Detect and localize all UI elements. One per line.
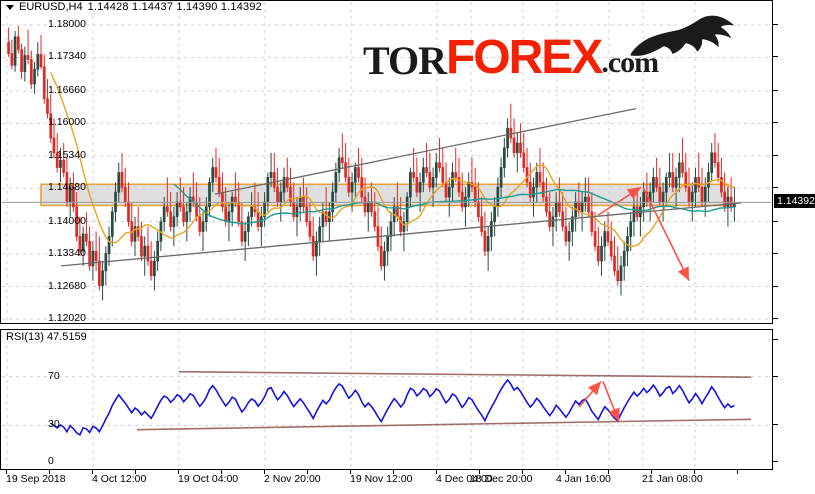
y-axis-tick [773, 424, 778, 426]
x-axis-tick [49, 470, 50, 474]
x-axis-label: 19 Nov 12:00 [350, 473, 413, 485]
y-axis-tick [773, 122, 778, 124]
y-axis-tick [773, 461, 778, 462]
rsi-label: RSI(13) 47.5159 [4, 331, 89, 343]
x-axis-tick [350, 470, 351, 474]
x-axis-tick [608, 470, 609, 474]
y-axis-label: 1.14680 [48, 181, 86, 194]
y-axis-tick [773, 154, 778, 156]
y-axis-tick [773, 339, 778, 340]
y-axis-label: 0 [48, 455, 54, 467]
y-axis-tick [773, 187, 778, 189]
y-axis-tick [773, 56, 778, 58]
y-axis-label: 1.14000 [48, 214, 86, 227]
x-axis-tick [436, 470, 437, 474]
y-axis-label: 30 [48, 418, 60, 431]
x-axis-label: 18 Dec 20:00 [470, 473, 533, 485]
bull-icon [628, 14, 738, 58]
x-axis-label: 4 Oct 12:00 [92, 473, 147, 485]
y-axis-label: 1.17340 [48, 50, 86, 63]
y-axis-tick [773, 285, 778, 287]
x-axis-label: 19 Sep 2018 [6, 473, 66, 485]
price-axis [773, 0, 815, 494]
x-axis-tick [479, 470, 480, 474]
rsi-indicator-pane[interactable] [0, 329, 773, 470]
y-axis-tick [773, 24, 778, 25]
chevron-down-icon[interactable] [6, 4, 14, 10]
x-axis-tick [565, 470, 566, 474]
rsi-plot-area[interactable] [1, 330, 772, 469]
y-axis-label: 1.16660 [48, 83, 86, 96]
y-axis-label: 70 [48, 369, 60, 382]
x-axis-label: 2 Nov 20:00 [264, 473, 321, 485]
x-axis-tick [178, 470, 179, 474]
x-axis-tick [737, 470, 738, 474]
y-axis-label: 1.12020 [48, 312, 86, 324]
y-axis-tick [773, 89, 778, 91]
logo-text-tor: TOR [363, 38, 447, 84]
x-axis-tick [6, 470, 7, 474]
x-axis-tick [135, 470, 136, 474]
x-axis-label: 4 Jan 16:00 [556, 473, 611, 485]
y-axis-tick [773, 375, 778, 377]
x-axis-label: 21 Jan 08:00 [642, 473, 703, 485]
ohlc-values: 1.14428 1.14437 1.14390 1.14392 [87, 1, 262, 13]
x-axis-label: 4 Dec 04:00 [436, 473, 493, 485]
x-axis-tick [651, 470, 652, 474]
x-axis-tick [221, 470, 222, 474]
x-axis-tick [694, 470, 695, 474]
x-axis-tick [307, 470, 308, 474]
y-axis-label: 1.15340 [48, 148, 86, 161]
y-axis-label: 1.16000 [48, 116, 86, 129]
current-price-tag: 1.14392 [774, 194, 815, 209]
y-axis-tick [773, 220, 778, 222]
time-axis: 19 Sep 2018 4 Oct 12:00 19 Oct 04:00 2 Nov … [0, 470, 773, 494]
x-axis-tick [522, 470, 523, 474]
x-axis-tick [393, 470, 394, 474]
torforex-logo: TOR FOREX .com [363, 14, 738, 84]
price-plot-area[interactable] [1, 1, 772, 323]
y-axis-label: 1.18000 [48, 18, 86, 30]
y-axis-label: 1.12680 [48, 279, 86, 292]
x-axis-label: 19 Oct 04:00 [178, 473, 239, 485]
y-axis-tick [773, 253, 778, 255]
symbol-header[interactable]: EURUSD,H4 1.14428 1.14437 1.14390 1.1439… [4, 1, 264, 13]
logo-text-forex: FOREX [445, 31, 603, 84]
x-axis-tick [264, 470, 265, 474]
symbol-label: EURUSD,H4 [19, 1, 83, 13]
x-axis-tick [92, 470, 93, 474]
y-axis-tick [773, 318, 778, 319]
y-axis-label: 1.13340 [48, 247, 86, 260]
